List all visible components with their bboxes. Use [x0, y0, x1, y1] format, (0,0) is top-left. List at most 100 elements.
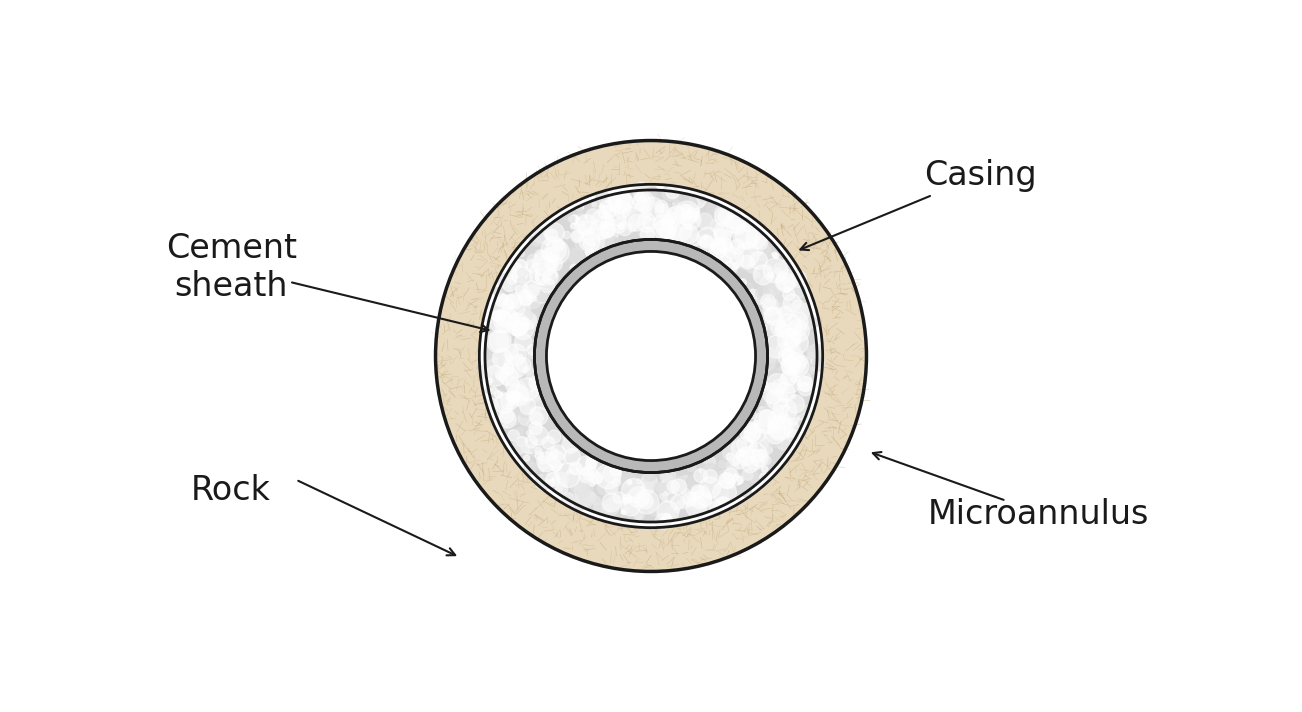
Circle shape	[501, 359, 512, 369]
Circle shape	[753, 470, 758, 475]
Circle shape	[535, 291, 546, 301]
Circle shape	[734, 460, 750, 476]
Circle shape	[655, 200, 668, 213]
Circle shape	[488, 378, 492, 383]
Circle shape	[496, 313, 505, 323]
Circle shape	[766, 424, 785, 444]
Circle shape	[585, 201, 595, 212]
Circle shape	[796, 405, 811, 420]
Circle shape	[518, 293, 531, 307]
Circle shape	[654, 483, 664, 493]
Circle shape	[711, 475, 724, 488]
Circle shape	[506, 313, 529, 336]
Circle shape	[789, 271, 806, 287]
Circle shape	[698, 492, 712, 506]
Circle shape	[715, 207, 733, 226]
Circle shape	[618, 471, 635, 488]
Circle shape	[686, 462, 695, 471]
Circle shape	[788, 356, 809, 377]
Circle shape	[562, 231, 570, 239]
Circle shape	[561, 493, 575, 506]
Circle shape	[633, 510, 644, 520]
Circle shape	[682, 210, 690, 218]
Circle shape	[779, 314, 790, 326]
Circle shape	[586, 249, 594, 256]
Circle shape	[607, 222, 616, 231]
Circle shape	[766, 438, 771, 444]
Circle shape	[756, 297, 764, 305]
Circle shape	[659, 224, 676, 240]
Circle shape	[579, 485, 590, 496]
Circle shape	[700, 235, 712, 246]
Circle shape	[604, 504, 612, 513]
Circle shape	[608, 495, 622, 509]
Circle shape	[767, 389, 788, 410]
Circle shape	[678, 476, 693, 491]
Circle shape	[536, 452, 556, 471]
Circle shape	[585, 491, 595, 502]
Circle shape	[665, 229, 678, 242]
Circle shape	[760, 439, 768, 448]
Circle shape	[641, 197, 664, 220]
Circle shape	[608, 229, 618, 239]
Circle shape	[772, 252, 777, 257]
Circle shape	[523, 455, 530, 461]
Circle shape	[529, 419, 543, 434]
Circle shape	[715, 206, 727, 219]
Circle shape	[581, 491, 596, 505]
Circle shape	[510, 321, 525, 336]
Circle shape	[492, 330, 500, 339]
Circle shape	[710, 219, 724, 232]
Circle shape	[763, 300, 779, 316]
Circle shape	[589, 459, 603, 473]
Text: Cement
sheath: Cement sheath	[165, 232, 297, 303]
Circle shape	[768, 417, 790, 439]
Circle shape	[600, 223, 615, 237]
Circle shape	[551, 230, 562, 242]
Circle shape	[497, 273, 513, 288]
Circle shape	[577, 214, 596, 235]
Circle shape	[642, 217, 650, 226]
Circle shape	[525, 292, 542, 308]
Circle shape	[647, 190, 654, 197]
Circle shape	[546, 229, 557, 241]
Circle shape	[781, 370, 798, 385]
Circle shape	[535, 287, 542, 293]
Circle shape	[586, 453, 596, 463]
Circle shape	[781, 312, 793, 323]
Circle shape	[495, 394, 514, 413]
Circle shape	[546, 240, 569, 264]
Circle shape	[721, 247, 743, 270]
Circle shape	[668, 218, 693, 241]
Circle shape	[525, 366, 534, 375]
Circle shape	[630, 510, 637, 515]
Circle shape	[768, 421, 776, 429]
Circle shape	[613, 224, 618, 230]
Circle shape	[694, 468, 707, 483]
Circle shape	[686, 497, 707, 518]
Circle shape	[608, 190, 633, 214]
Circle shape	[496, 372, 505, 381]
Circle shape	[732, 212, 742, 222]
Circle shape	[551, 445, 566, 461]
Circle shape	[551, 459, 557, 465]
Circle shape	[624, 212, 638, 226]
Circle shape	[496, 310, 512, 327]
Circle shape	[727, 246, 738, 257]
Circle shape	[716, 483, 721, 488]
Circle shape	[793, 304, 810, 321]
Circle shape	[529, 263, 551, 285]
Circle shape	[681, 210, 700, 230]
Circle shape	[517, 402, 533, 418]
Circle shape	[512, 382, 518, 389]
Circle shape	[785, 430, 794, 439]
Circle shape	[760, 274, 776, 290]
Circle shape	[699, 236, 715, 251]
Circle shape	[809, 318, 819, 328]
Circle shape	[771, 433, 781, 444]
Circle shape	[590, 481, 595, 486]
Circle shape	[641, 227, 655, 241]
Circle shape	[776, 261, 789, 275]
Circle shape	[642, 192, 656, 206]
Circle shape	[699, 468, 704, 473]
